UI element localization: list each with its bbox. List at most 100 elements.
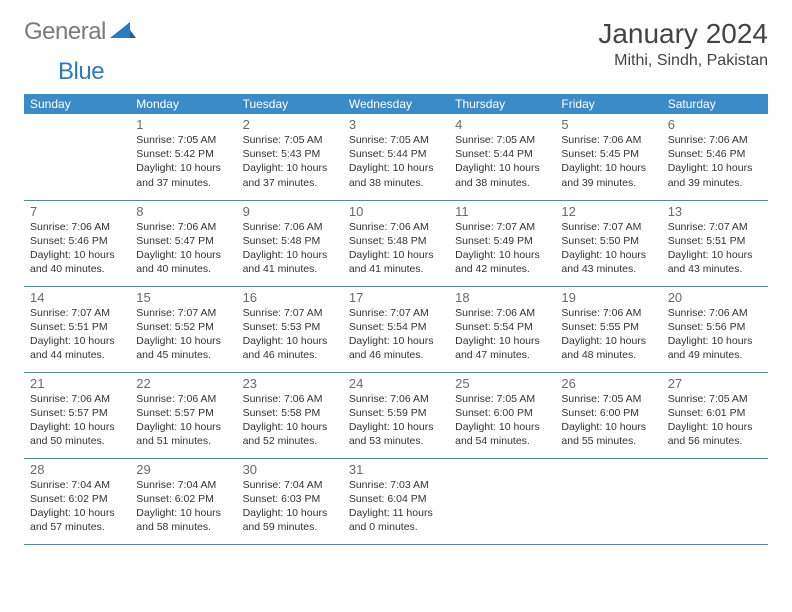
day-info: Sunrise: 7:06 AMSunset: 5:48 PMDaylight:… xyxy=(243,220,337,277)
calendar-empty-cell xyxy=(449,458,555,544)
day-info: Sunrise: 7:06 AMSunset: 5:45 PMDaylight:… xyxy=(561,133,655,190)
day-info: Sunrise: 7:07 AMSunset: 5:52 PMDaylight:… xyxy=(136,306,230,363)
day-info: Sunrise: 7:06 AMSunset: 5:48 PMDaylight:… xyxy=(349,220,443,277)
day-number: 27 xyxy=(668,376,762,391)
day-info: Sunrise: 7:04 AMSunset: 6:02 PMDaylight:… xyxy=(136,478,230,535)
calendar-empty-cell xyxy=(555,458,661,544)
month-title: January 2024 xyxy=(598,18,768,50)
logo-text-general: General xyxy=(24,18,106,46)
day-number: 8 xyxy=(136,204,230,219)
day-info: Sunrise: 7:04 AMSunset: 6:02 PMDaylight:… xyxy=(30,478,124,535)
calendar-day-cell: 23Sunrise: 7:06 AMSunset: 5:58 PMDayligh… xyxy=(237,372,343,458)
day-info: Sunrise: 7:04 AMSunset: 6:03 PMDaylight:… xyxy=(243,478,337,535)
calendar-day-cell: 26Sunrise: 7:05 AMSunset: 6:00 PMDayligh… xyxy=(555,372,661,458)
logo-text-blue: Blue xyxy=(58,58,104,85)
day-number: 24 xyxy=(349,376,443,391)
day-number: 13 xyxy=(668,204,762,219)
calendar-day-cell: 18Sunrise: 7:06 AMSunset: 5:54 PMDayligh… xyxy=(449,286,555,372)
calendar-empty-cell xyxy=(24,114,130,200)
logo-triangle-icon xyxy=(110,20,136,45)
day-number: 18 xyxy=(455,290,549,305)
day-info: Sunrise: 7:06 AMSunset: 5:46 PMDaylight:… xyxy=(668,133,762,190)
day-number: 17 xyxy=(349,290,443,305)
calendar-day-cell: 29Sunrise: 7:04 AMSunset: 6:02 PMDayligh… xyxy=(130,458,236,544)
calendar-day-cell: 16Sunrise: 7:07 AMSunset: 5:53 PMDayligh… xyxy=(237,286,343,372)
calendar-week-row: 7Sunrise: 7:06 AMSunset: 5:46 PMDaylight… xyxy=(24,200,768,286)
day-number: 20 xyxy=(668,290,762,305)
calendar-day-cell: 7Sunrise: 7:06 AMSunset: 5:46 PMDaylight… xyxy=(24,200,130,286)
day-info: Sunrise: 7:06 AMSunset: 5:57 PMDaylight:… xyxy=(30,392,124,449)
calendar-day-cell: 3Sunrise: 7:05 AMSunset: 5:44 PMDaylight… xyxy=(343,114,449,200)
weekday-header: Tuesday xyxy=(237,94,343,114)
calendar-day-cell: 9Sunrise: 7:06 AMSunset: 5:48 PMDaylight… xyxy=(237,200,343,286)
day-info: Sunrise: 7:07 AMSunset: 5:51 PMDaylight:… xyxy=(30,306,124,363)
calendar-day-cell: 1Sunrise: 7:05 AMSunset: 5:42 PMDaylight… xyxy=(130,114,236,200)
calendar-day-cell: 27Sunrise: 7:05 AMSunset: 6:01 PMDayligh… xyxy=(662,372,768,458)
day-info: Sunrise: 7:05 AMSunset: 6:00 PMDaylight:… xyxy=(561,392,655,449)
day-info: Sunrise: 7:03 AMSunset: 6:04 PMDaylight:… xyxy=(349,478,443,535)
day-number: 2 xyxy=(243,117,337,132)
day-info: Sunrise: 7:06 AMSunset: 5:59 PMDaylight:… xyxy=(349,392,443,449)
calendar-day-cell: 12Sunrise: 7:07 AMSunset: 5:50 PMDayligh… xyxy=(555,200,661,286)
weekday-header: Saturday xyxy=(662,94,768,114)
day-info: Sunrise: 7:06 AMSunset: 5:57 PMDaylight:… xyxy=(136,392,230,449)
day-number: 6 xyxy=(668,117,762,132)
calendar-day-cell: 28Sunrise: 7:04 AMSunset: 6:02 PMDayligh… xyxy=(24,458,130,544)
day-info: Sunrise: 7:06 AMSunset: 5:55 PMDaylight:… xyxy=(561,306,655,363)
day-number: 21 xyxy=(30,376,124,391)
weekday-header: Wednesday xyxy=(343,94,449,114)
calendar-empty-cell xyxy=(662,458,768,544)
day-number: 30 xyxy=(243,462,337,477)
day-info: Sunrise: 7:05 AMSunset: 6:01 PMDaylight:… xyxy=(668,392,762,449)
calendar-body: 1Sunrise: 7:05 AMSunset: 5:42 PMDaylight… xyxy=(24,114,768,544)
day-info: Sunrise: 7:06 AMSunset: 5:58 PMDaylight:… xyxy=(243,392,337,449)
day-number: 14 xyxy=(30,290,124,305)
day-number: 3 xyxy=(349,117,443,132)
logo: General xyxy=(24,18,138,46)
calendar-day-cell: 19Sunrise: 7:06 AMSunset: 5:55 PMDayligh… xyxy=(555,286,661,372)
day-number: 23 xyxy=(243,376,337,391)
calendar-day-cell: 20Sunrise: 7:06 AMSunset: 5:56 PMDayligh… xyxy=(662,286,768,372)
calendar-week-row: 14Sunrise: 7:07 AMSunset: 5:51 PMDayligh… xyxy=(24,286,768,372)
calendar-week-row: 21Sunrise: 7:06 AMSunset: 5:57 PMDayligh… xyxy=(24,372,768,458)
day-number: 28 xyxy=(30,462,124,477)
calendar-day-cell: 22Sunrise: 7:06 AMSunset: 5:57 PMDayligh… xyxy=(130,372,236,458)
day-number: 9 xyxy=(243,204,337,219)
day-info: Sunrise: 7:07 AMSunset: 5:49 PMDaylight:… xyxy=(455,220,549,277)
calendar-day-cell: 30Sunrise: 7:04 AMSunset: 6:03 PMDayligh… xyxy=(237,458,343,544)
calendar-day-cell: 11Sunrise: 7:07 AMSunset: 5:49 PMDayligh… xyxy=(449,200,555,286)
day-number: 1 xyxy=(136,117,230,132)
weekday-header: Thursday xyxy=(449,94,555,114)
day-info: Sunrise: 7:06 AMSunset: 5:54 PMDaylight:… xyxy=(455,306,549,363)
day-number: 29 xyxy=(136,462,230,477)
calendar-day-cell: 10Sunrise: 7:06 AMSunset: 5:48 PMDayligh… xyxy=(343,200,449,286)
day-number: 12 xyxy=(561,204,655,219)
calendar-table: SundayMondayTuesdayWednesdayThursdayFrid… xyxy=(24,94,768,545)
day-number: 4 xyxy=(455,117,549,132)
day-number: 25 xyxy=(455,376,549,391)
day-info: Sunrise: 7:06 AMSunset: 5:46 PMDaylight:… xyxy=(30,220,124,277)
day-number: 11 xyxy=(455,204,549,219)
day-info: Sunrise: 7:07 AMSunset: 5:50 PMDaylight:… xyxy=(561,220,655,277)
calendar-day-cell: 25Sunrise: 7:05 AMSunset: 6:00 PMDayligh… xyxy=(449,372,555,458)
calendar-day-cell: 2Sunrise: 7:05 AMSunset: 5:43 PMDaylight… xyxy=(237,114,343,200)
day-number: 19 xyxy=(561,290,655,305)
calendar-day-cell: 31Sunrise: 7:03 AMSunset: 6:04 PMDayligh… xyxy=(343,458,449,544)
calendar-day-cell: 14Sunrise: 7:07 AMSunset: 5:51 PMDayligh… xyxy=(24,286,130,372)
calendar-week-row: 1Sunrise: 7:05 AMSunset: 5:42 PMDaylight… xyxy=(24,114,768,200)
calendar-day-cell: 4Sunrise: 7:05 AMSunset: 5:44 PMDaylight… xyxy=(449,114,555,200)
calendar-header-row: SundayMondayTuesdayWednesdayThursdayFrid… xyxy=(24,94,768,114)
calendar-day-cell: 21Sunrise: 7:06 AMSunset: 5:57 PMDayligh… xyxy=(24,372,130,458)
day-info: Sunrise: 7:06 AMSunset: 5:47 PMDaylight:… xyxy=(136,220,230,277)
weekday-header: Monday xyxy=(130,94,236,114)
calendar-day-cell: 15Sunrise: 7:07 AMSunset: 5:52 PMDayligh… xyxy=(130,286,236,372)
day-info: Sunrise: 7:05 AMSunset: 6:00 PMDaylight:… xyxy=(455,392,549,449)
day-number: 15 xyxy=(136,290,230,305)
day-number: 5 xyxy=(561,117,655,132)
calendar-day-cell: 13Sunrise: 7:07 AMSunset: 5:51 PMDayligh… xyxy=(662,200,768,286)
weekday-header: Sunday xyxy=(24,94,130,114)
weekday-header: Friday xyxy=(555,94,661,114)
day-number: 10 xyxy=(349,204,443,219)
calendar-page: General January 2024 Mithi, Sindh, Pakis… xyxy=(0,0,792,557)
calendar-day-cell: 8Sunrise: 7:06 AMSunset: 5:47 PMDaylight… xyxy=(130,200,236,286)
